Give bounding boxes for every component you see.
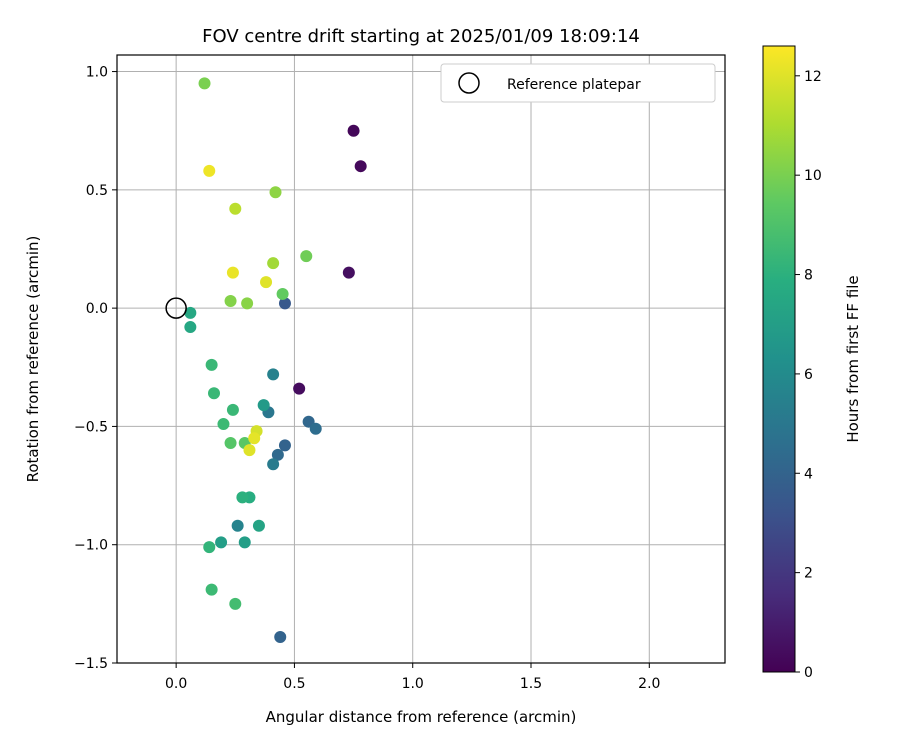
colorbar-tick-label: 8 [804,268,813,284]
data-point [238,536,251,549]
data-point [354,160,367,173]
x-tick-label: 2.0 [638,676,660,692]
y-tick-label: 0.5 [86,183,108,199]
colorbar: 0 2 4 6 8 10 12 Hours from first FF file [762,45,862,681]
x-tick-label: 0.0 [165,676,187,692]
data-point [260,276,273,289]
data-point [184,321,197,334]
x-axis-label: Angular distance from reference (arcmin) [266,708,577,726]
y-tick-label: −0.5 [74,419,108,435]
data-point [207,387,220,400]
colorbar-tick-label: 2 [804,566,813,582]
x-tick-label: 1.0 [402,676,424,692]
legend-box [440,63,716,103]
data-point [226,266,239,279]
data-point [276,287,289,300]
data-point [226,403,239,416]
data-point [236,491,249,504]
data-point [217,418,230,431]
y-tick-label: −1.5 [74,656,108,672]
data-point [229,597,242,610]
data-point [224,295,237,308]
legend-label: Reference platepar [507,77,641,93]
chart-title: FOV centre drift starting at 2025/01/09 … [202,26,640,47]
colorbar-tick-label: 4 [804,466,813,482]
y-axis: −1.5 −1.0 −0.5 0.0 0.5 1.0 [74,65,117,672]
colorbar-frame [762,45,796,673]
data-point [309,422,322,435]
data-point [241,297,254,310]
y-tick-label: −1.0 [74,538,108,554]
data-point [269,186,282,199]
data-point [347,124,360,137]
colorbar-label: Hours from first FF file [844,275,862,442]
data-point [205,358,218,371]
x-tick-label: 0.5 [283,676,305,692]
grid-lines [117,55,725,664]
data-point [231,519,244,532]
data-point [267,368,280,381]
data-point [267,257,280,270]
data-point [203,541,216,554]
data-point [252,519,265,532]
data-point [267,458,280,471]
y-axis-label: Rotation from reference (arcmin) [24,236,42,483]
data-point [293,382,306,395]
data-point [205,583,218,596]
colorbar-ticks: 0 2 4 6 8 10 12 [795,69,822,681]
plot-area-frame [116,54,726,664]
data-point [300,250,313,263]
data-point [278,297,291,310]
reference-platepar-marker [165,297,187,319]
colorbar-tick-label: 10 [804,168,822,184]
data-point [257,399,270,412]
data-point [203,164,216,177]
y-tick-label: 1.0 [86,65,108,81]
data-point [248,432,261,445]
x-axis: 0.0 0.5 1.0 1.5 2.0 [165,663,660,692]
colorbar-gradient [763,46,795,672]
colorbar-tick-label: 6 [804,367,813,383]
data-point [243,444,256,457]
y-tick-label: 0.0 [86,301,108,317]
data-point [278,439,291,452]
data-point [271,448,284,461]
legend: Reference platepar [440,63,716,103]
data-point [274,630,287,643]
x-tick-label: 1.5 [520,676,542,692]
colorbar-tick-label: 12 [804,69,822,85]
data-point [224,436,237,449]
data-point [184,306,197,319]
data-point [198,77,211,90]
data-point [342,266,355,279]
colorbar-tick-label: 0 [804,665,813,681]
data-point [215,536,228,549]
legend-open-circle-icon [458,72,480,94]
data-point [229,202,242,215]
data-points [184,77,367,643]
